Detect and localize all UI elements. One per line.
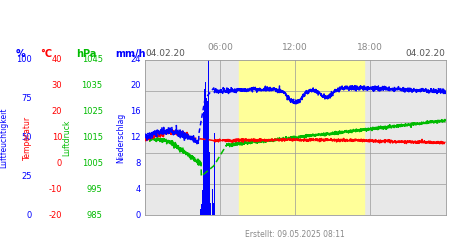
- Text: 1025: 1025: [81, 107, 103, 116]
- Text: 10: 10: [52, 133, 62, 142]
- Text: 100: 100: [16, 56, 32, 64]
- Text: 04.02.20: 04.02.20: [405, 48, 446, 58]
- Text: 40: 40: [52, 56, 62, 64]
- Text: 8: 8: [135, 159, 141, 168]
- Text: 50: 50: [21, 133, 32, 142]
- Text: 4: 4: [135, 185, 141, 194]
- Text: 995: 995: [87, 185, 103, 194]
- Text: 06:00: 06:00: [207, 44, 233, 52]
- Text: 20: 20: [130, 81, 141, 90]
- Text: Temperatur: Temperatur: [22, 116, 32, 160]
- Text: 1015: 1015: [81, 133, 103, 142]
- Text: Luftfeuchtigkeit: Luftfeuchtigkeit: [0, 107, 8, 168]
- Text: 1045: 1045: [81, 56, 103, 64]
- Text: 18:00: 18:00: [357, 44, 383, 52]
- Text: 20: 20: [52, 107, 62, 116]
- Text: °C: °C: [40, 49, 53, 59]
- Text: 12: 12: [130, 133, 141, 142]
- Text: 0: 0: [57, 159, 62, 168]
- Text: 30: 30: [51, 81, 62, 90]
- Text: 04.02.20: 04.02.20: [145, 48, 185, 58]
- Text: 985: 985: [87, 210, 103, 220]
- Bar: [239, 60, 364, 215]
- Text: 12:00: 12:00: [282, 44, 308, 52]
- Text: %: %: [16, 49, 26, 59]
- Text: 75: 75: [21, 94, 32, 103]
- Text: 0: 0: [26, 210, 32, 220]
- Text: 16: 16: [130, 107, 141, 116]
- Text: mm/h: mm/h: [115, 49, 145, 59]
- Text: hPa: hPa: [76, 49, 97, 59]
- Text: -10: -10: [49, 185, 62, 194]
- Text: 1005: 1005: [81, 159, 103, 168]
- Text: 25: 25: [21, 172, 32, 181]
- Text: Niederschlag: Niederschlag: [116, 112, 125, 162]
- Text: Luftdruck: Luftdruck: [62, 119, 71, 156]
- Text: 24: 24: [130, 56, 141, 64]
- Text: 0: 0: [135, 210, 141, 220]
- Text: 1035: 1035: [81, 81, 103, 90]
- Text: Erstellt: 09.05.2025 08:11: Erstellt: 09.05.2025 08:11: [245, 230, 345, 239]
- Text: -20: -20: [49, 210, 62, 220]
